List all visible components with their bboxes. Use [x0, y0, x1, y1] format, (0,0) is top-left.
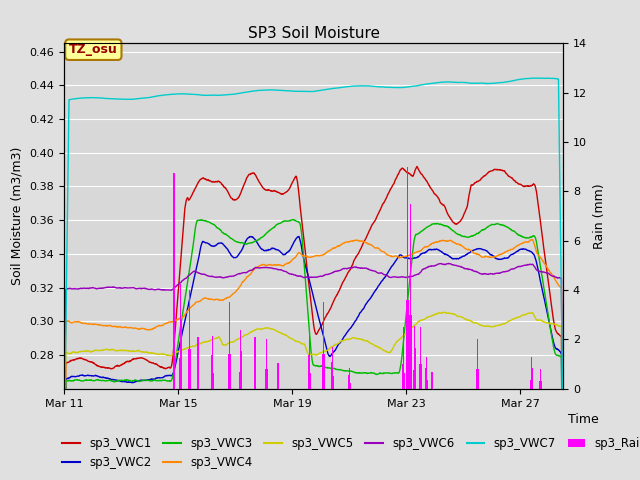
Y-axis label: Rain (mm): Rain (mm): [593, 183, 605, 249]
Y-axis label: Soil Moisture (m3/m3): Soil Moisture (m3/m3): [11, 147, 24, 285]
Title: SP3 Soil Moisture: SP3 Soil Moisture: [248, 25, 380, 41]
X-axis label: Time: Time: [568, 413, 598, 426]
Legend: sp3_VWC1, sp3_VWC2, sp3_VWC3, sp3_VWC4, sp3_VWC5, sp3_VWC6, sp3_VWC7, sp3_Rain: sp3_VWC1, sp3_VWC2, sp3_VWC3, sp3_VWC4, …: [57, 433, 640, 474]
Text: TZ_osu: TZ_osu: [69, 43, 118, 56]
